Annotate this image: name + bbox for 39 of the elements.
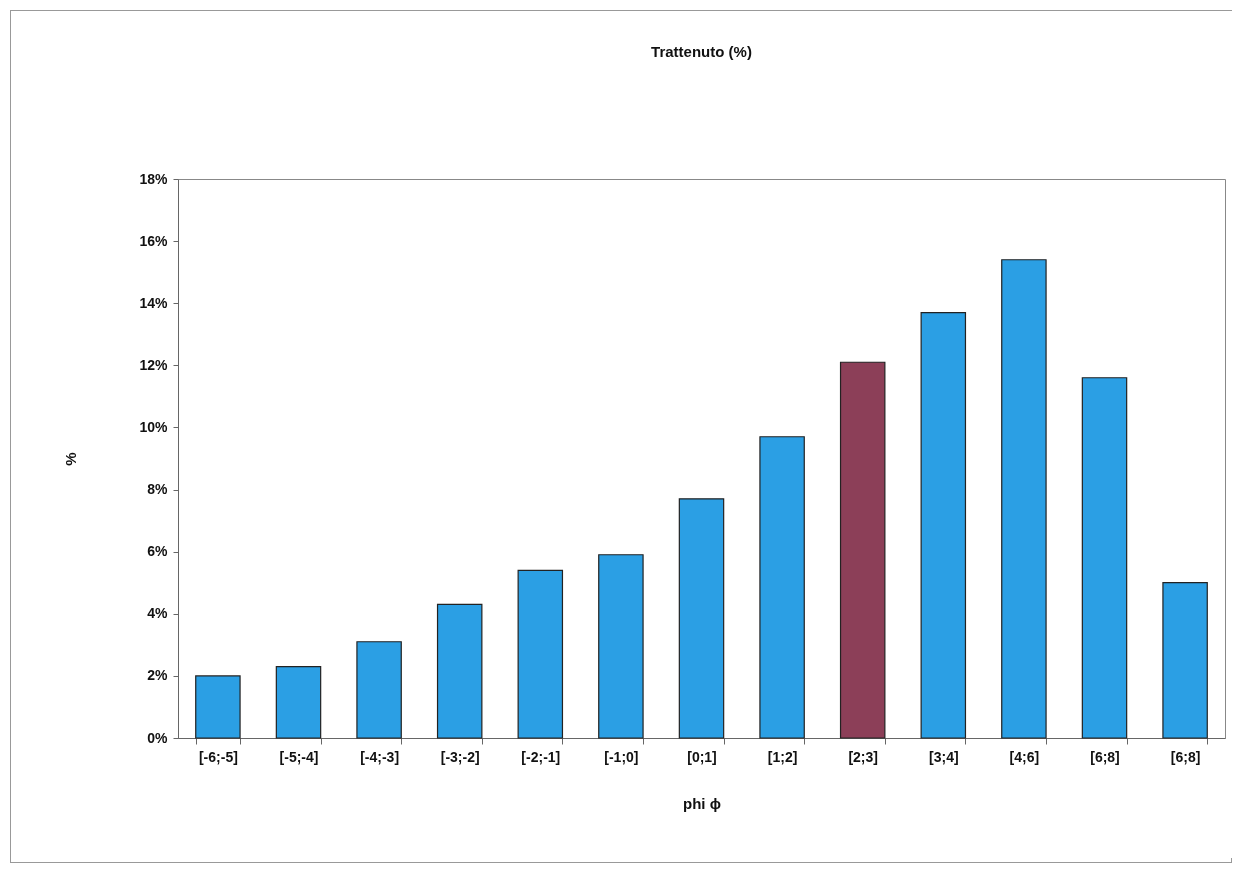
x-tick-label: [-5;-4] [279, 748, 319, 765]
y-tick-label: 0% [147, 729, 169, 746]
bar [1081, 377, 1128, 739]
y-tick-label: 4% [147, 605, 169, 622]
y-tick-label: 6% [147, 543, 169, 560]
x-tick-label: [-3;-2] [440, 748, 480, 765]
bar [598, 554, 644, 739]
x-tick-label: [4;6] [1009, 748, 1040, 765]
x-tick-label: [2;3] [848, 748, 878, 765]
y-tick-label: 8% [147, 481, 169, 498]
bar [1162, 582, 1208, 739]
y-tick-label: 12% [139, 356, 169, 373]
bar [356, 641, 402, 739]
bar [1001, 259, 1047, 739]
y-axis-title: % [62, 452, 80, 466]
bar [678, 498, 725, 739]
x-tick-label: [-1;0] [604, 748, 639, 765]
y-tick-label: 16% [139, 232, 169, 249]
x-tick-label: [-6;-5] [198, 748, 238, 765]
y-tick-label: 10% [139, 418, 169, 435]
bar [517, 569, 564, 739]
x-tick-label: [6;8] [1170, 748, 1201, 765]
bar [436, 603, 483, 739]
y-tick-label: 18% [139, 170, 169, 187]
bar [839, 361, 886, 739]
bar [920, 311, 967, 739]
x-tick-label: [-2;-1] [521, 748, 561, 765]
bar [275, 665, 322, 739]
y-tick-label: 14% [139, 294, 169, 311]
x-tick-label: [6;8] [1090, 748, 1120, 765]
x-tick-label: [1;2] [767, 748, 798, 765]
x-axis-title: phi ϕ [683, 794, 721, 812]
y-tick-label: 2% [147, 667, 169, 684]
x-tick-label: [-4;-3] [360, 748, 400, 765]
chart-title: Trattenuto (%) [651, 43, 752, 60]
x-tick-label: [0;1] [687, 748, 717, 765]
x-tick-label: [3;4] [929, 748, 959, 765]
bar [195, 675, 241, 739]
bar [759, 436, 805, 739]
